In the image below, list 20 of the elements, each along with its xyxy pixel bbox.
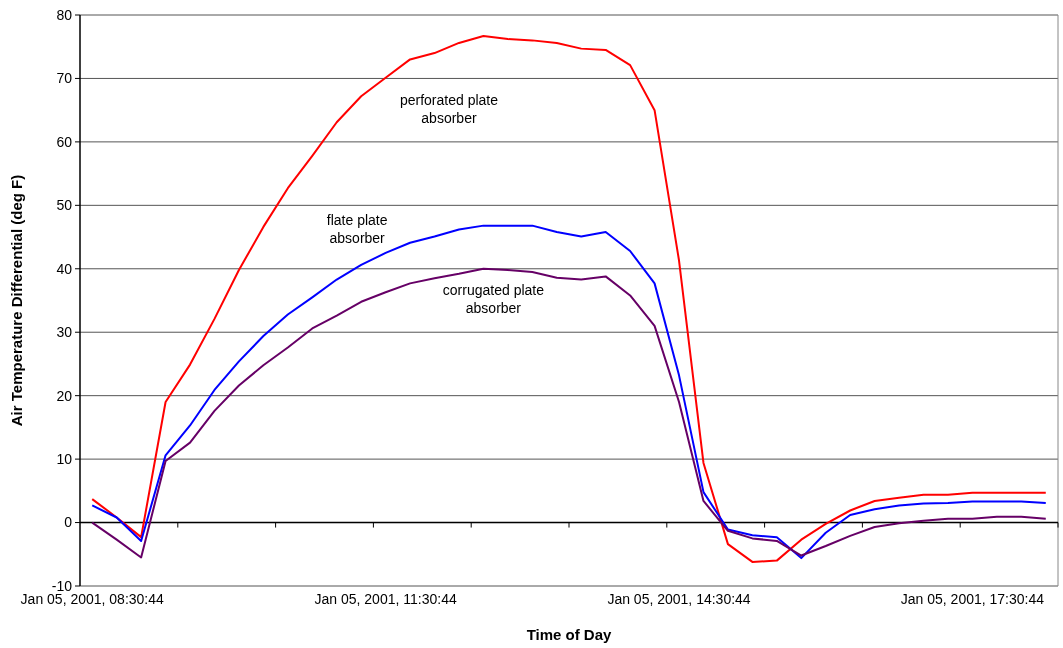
y-tick-label: 40 [56,260,73,277]
x-tick-label: Jan 05, 2001, 17:30:44 [900,591,1045,607]
y-tick-label: 0 [64,514,73,531]
x-axis-title: Time of Day [526,626,613,643]
series-label: corrugated plate absorber [442,281,545,316]
x-tick-label: Jan 05, 2001, 14:30:44 [607,591,751,607]
y-tick-label: 20 [56,387,73,404]
series-label: flate plate absorber [326,211,388,247]
y-tick-label: -10 [51,577,73,594]
y-tick-label: 80 [56,6,73,23]
x-tick-label: Jan 05, 2001, 08:30:44 [20,591,165,607]
y-axis-title: Air Temperature Differential (deg F) [8,174,25,427]
y-tick-label: 50 [56,197,73,214]
y-tick-label: 60 [56,133,73,150]
y-tick-label: 10 [56,451,73,468]
y-tick-label: 30 [56,324,73,341]
line-series [91,34,1047,563]
x-tick-label: Jan 05, 2001, 11:30:44 [314,591,457,607]
y-tick-label: 70 [56,70,73,87]
series-label: perforated plate absorber [399,91,499,127]
